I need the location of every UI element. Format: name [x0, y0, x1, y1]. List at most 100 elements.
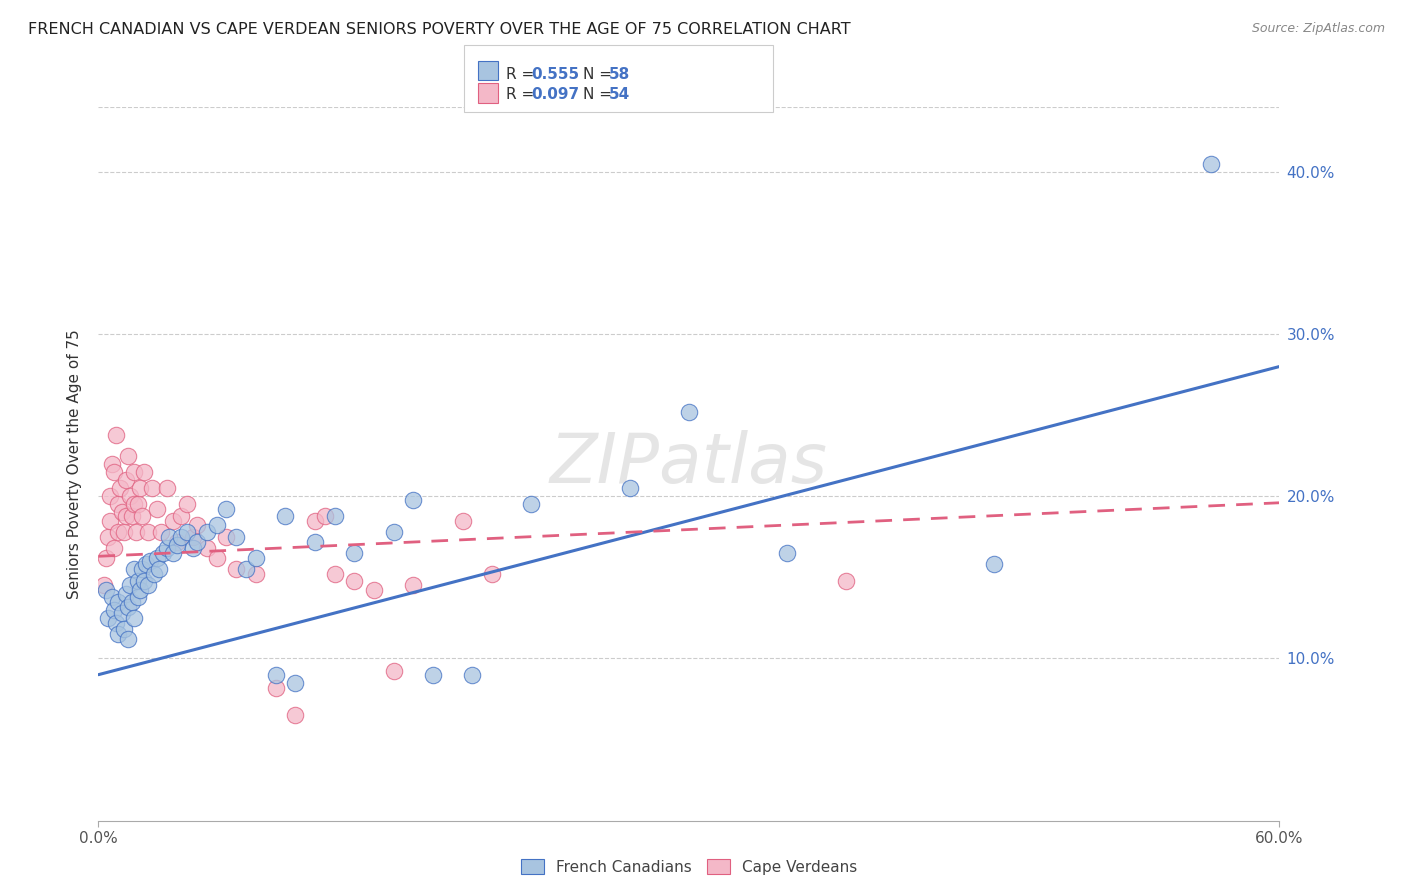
Point [122, 465, 145, 479]
Point [103, 465, 125, 479]
Point [170, 530, 193, 544]
Point [115, 586, 138, 600]
Text: 58: 58 [609, 67, 630, 81]
Point [101, 457, 124, 471]
Point [107, 627, 129, 641]
Point [125, 524, 148, 539]
Point [162, 546, 184, 560]
Point [117, 632, 139, 646]
Point [157, 530, 180, 544]
Point [186, 534, 208, 549]
Point [122, 562, 145, 576]
Text: 0.097: 0.097 [531, 87, 579, 102]
Point [128, 481, 150, 495]
Point [166, 538, 188, 552]
Point [402, 492, 425, 507]
Point [343, 546, 366, 560]
Point [678, 405, 700, 419]
Point [205, 518, 228, 533]
Point [195, 524, 218, 539]
Point [121, 595, 143, 609]
Point [422, 667, 444, 681]
Point [176, 524, 198, 539]
Point [96, 550, 118, 565]
Point [323, 508, 346, 523]
Y-axis label: Seniors Poverty Over the Age of 75: Seniors Poverty Over the Age of 75 [67, 329, 83, 599]
Point [97, 530, 120, 544]
Point [150, 524, 173, 539]
Point [111, 606, 134, 620]
Point [245, 550, 267, 565]
Text: N =: N = [583, 67, 617, 81]
Point [107, 524, 129, 539]
Point [148, 562, 170, 576]
Point [451, 514, 474, 528]
Point [131, 508, 153, 523]
Point [117, 449, 139, 463]
Point [146, 550, 169, 565]
Point [103, 603, 125, 617]
Text: ZIPatlas: ZIPatlas [550, 430, 828, 498]
Point [127, 574, 149, 588]
Point [107, 595, 129, 609]
Point [105, 615, 128, 630]
Point [97, 611, 120, 625]
Text: Source: ZipAtlas.com: Source: ZipAtlas.com [1251, 22, 1385, 36]
Point [105, 427, 128, 442]
Point [128, 583, 150, 598]
Point [118, 489, 141, 503]
Point [776, 546, 799, 560]
Point [363, 583, 385, 598]
Point [112, 622, 135, 636]
Point [121, 508, 143, 523]
Point [136, 524, 159, 539]
Point [162, 514, 184, 528]
Point [181, 541, 204, 556]
Point [181, 530, 204, 544]
Point [205, 550, 228, 565]
Point [107, 497, 129, 511]
Point [117, 599, 139, 614]
Point [138, 554, 160, 568]
Point [115, 508, 138, 523]
Point [323, 567, 346, 582]
Point [135, 558, 157, 572]
Point [93, 578, 115, 592]
Point [225, 530, 247, 544]
Point [146, 502, 169, 516]
Point [112, 524, 135, 539]
Point [118, 578, 141, 592]
Point [382, 665, 405, 679]
Point [264, 667, 287, 681]
Point [481, 567, 503, 582]
Point [314, 508, 336, 523]
Point [402, 578, 425, 592]
Text: R =: R = [506, 87, 540, 102]
Point [176, 497, 198, 511]
Point [122, 611, 145, 625]
Point [343, 574, 366, 588]
Point [382, 524, 405, 539]
Point [132, 574, 155, 588]
Point [141, 481, 163, 495]
Point [98, 489, 121, 503]
Point [156, 481, 179, 495]
Point [108, 481, 131, 495]
Text: N =: N = [583, 87, 617, 102]
Point [152, 546, 174, 560]
Point [156, 541, 179, 556]
Text: 0.555: 0.555 [531, 67, 579, 81]
Point [619, 481, 641, 495]
Point [304, 534, 326, 549]
Point [101, 590, 124, 604]
Point [127, 497, 149, 511]
Point [131, 562, 153, 576]
Point [132, 465, 155, 479]
Point [461, 667, 484, 681]
Point [111, 506, 134, 520]
Point [520, 497, 543, 511]
Point [304, 514, 326, 528]
Point [170, 508, 193, 523]
Point [835, 574, 858, 588]
Point [235, 562, 257, 576]
